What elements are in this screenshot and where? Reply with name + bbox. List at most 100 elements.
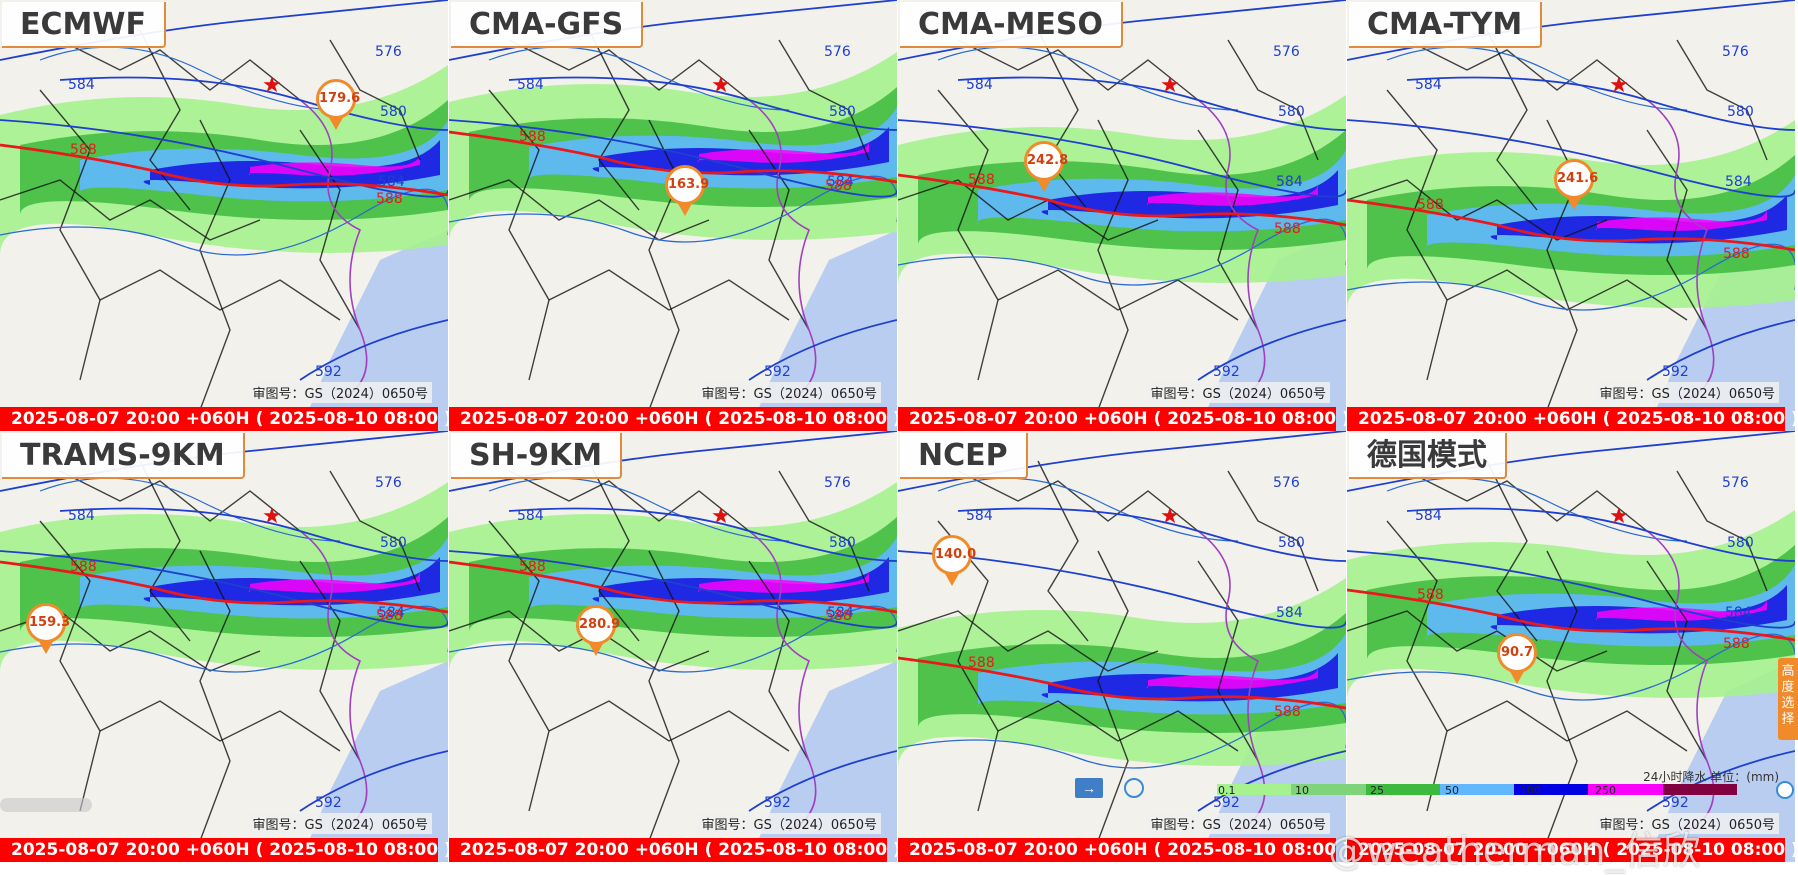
max-precip-value: 163.9 [665,165,709,205]
capital-star-icon: ★ [1609,72,1629,97]
contour-label: 588 [70,559,97,575]
legend-tick-label: 25 [1370,784,1384,797]
forecast-time-bar: 2025-08-07 20:00 +060H ( 2025-08-10 08:0… [898,407,1346,431]
model-title: CMA-MESO [900,2,1123,48]
contour-label: 588 [376,608,403,624]
contour-label: 592 [1213,795,1240,811]
model-panel[interactable]: 584 576 580 588 584 588 592 ★ ECMWF 审图号：GS（2024）0… [0,0,448,431]
contour-label: 584 [378,605,405,621]
max-precip-marker[interactable]: 242.8 [1024,141,1068,195]
model-panel[interactable]: 584 576 580 588 584 588 592 ★ CMA-MESO 审图号：GS（202… [898,0,1346,431]
capital-star-icon: ★ [711,72,731,97]
contour-label: 584 [827,174,854,190]
model-title: SH-9KM [451,433,623,479]
model-panel[interactable]: 584 576 580 588 584 588 592 ★ CMA-TYM 审图号：GS（2024… [1347,0,1795,431]
contour-label: 584 [517,508,544,524]
max-precip-marker[interactable]: 140.0 [932,535,976,589]
legend-swatch [1217,784,1292,795]
contour-label: 588 [968,172,995,188]
contour-label: 576 [375,44,402,60]
max-precip-value: 90.7 [1497,633,1537,673]
max-precip-value: 242.8 [1024,141,1068,181]
level-select-button[interactable]: 高度选择 [1778,658,1798,740]
forecast-time-bar: 2025-08-07 20:00 +060H ( 2025-08-10 08:0… [449,838,897,862]
forecast-time-bar: 2025-08-07 20:00 +060H ( 2025-08-10 08:0… [1347,838,1795,862]
legend-toggle[interactable] [1776,781,1794,799]
contour-label: 588 [1417,587,1444,603]
contour-label: 576 [1273,475,1300,491]
contour-label: 576 [375,475,402,491]
precipitation-map [1347,0,1795,431]
capital-star-icon: ★ [1160,503,1180,528]
contour-label: 576 [1273,44,1300,60]
capital-star-icon: ★ [262,503,282,528]
contour-label: 584 [1415,77,1442,93]
contour-label: 588 [825,178,852,194]
contour-label: 576 [1722,475,1749,491]
legend-tick-label: 100 [1520,784,1541,797]
contour-label: 588 [519,129,546,145]
contour-label: 592 [315,795,342,811]
arrow-right-icon[interactable]: → [1075,778,1103,798]
search-icon[interactable] [1124,778,1144,798]
contour-label: 592 [764,364,791,380]
contour-label: 580 [380,535,407,551]
map-approval-number: 审图号：GS（2024）0650号 [1146,813,1330,834]
model-panel[interactable]: 584 576 580 588 584 588 592 ★ CMA-GFS 审图号：GS（2024… [449,0,897,431]
contour-label: 580 [1727,535,1754,551]
contour-label: 584 [966,508,993,524]
contour-label: 576 [824,44,851,60]
max-precip-value: 140.0 [932,535,976,575]
contour-label: 580 [1727,104,1754,120]
model-title: 德国模式 [1349,433,1507,479]
max-precip-value: 159.3 [26,603,70,643]
max-precip-marker[interactable]: 159.3 [26,603,70,657]
max-precip-marker[interactable]: 179.6 [316,79,360,133]
contour-label: 584 [378,174,405,190]
contour-label: 592 [1662,364,1689,380]
precipitation-map [0,431,448,862]
horizontal-scrollbar[interactable] [0,798,92,812]
map-approval-number: 审图号：GS（2024）0650号 [248,382,432,403]
contour-label: 584 [1725,605,1752,621]
precipitation-map [898,431,1346,862]
contour-label: 580 [380,104,407,120]
contour-label: 592 [764,795,791,811]
max-precip-marker[interactable]: 163.9 [665,165,709,219]
legend-caption: 24小时降水 单位：(mm) [1643,770,1779,784]
map-approval-number: 审图号：GS（2024）0650号 [1146,382,1330,403]
max-precip-value: 179.6 [316,79,360,119]
precipitation-legend: 24小时降水 单位：(mm) 0.1 10 25 50 100 250 [1075,768,1789,824]
contour-label: 576 [1722,44,1749,60]
legend-swatch [1365,784,1440,795]
forecast-time-bar: 2025-08-07 20:00 +060H ( 2025-08-10 08:0… [0,407,448,431]
legend-swatch [1588,784,1663,795]
forecast-time-bar: 2025-08-07 20:00 +060H ( 2025-08-10 08:0… [0,838,448,862]
forecast-time-bar: 2025-08-07 20:00 +060H ( 2025-08-10 08:0… [898,838,1346,862]
model-title: TRAMS-9KM [2,433,245,479]
model-panel[interactable]: 584 576 580 588 584 588 592 ★ SH-9KM 审图号：GS（2024）… [449,431,897,862]
contour-label: 588 [376,191,403,207]
legend-tick-label: 50 [1445,784,1459,797]
contour-label: 584 [1276,174,1303,190]
contour-label: 584 [827,605,854,621]
precipitation-map [449,0,897,431]
precipitation-map [898,0,1346,431]
forecast-time-bar: 2025-08-07 20:00 +060H ( 2025-08-10 08:0… [449,407,897,431]
max-precip-marker[interactable]: 280.9 [576,605,620,659]
contour-label: 580 [1278,535,1305,551]
contour-label: 584 [68,508,95,524]
precipitation-map [449,431,897,862]
map-approval-number: 审图号：GS（2024）0650号 [697,813,881,834]
map-approval-number: 审图号：GS（2024）0650号 [1595,382,1779,403]
model-title: CMA-TYM [1349,2,1543,48]
model-panel[interactable]: 584 576 580 588 584 588 592 ★ TRAMS-9KM 审图号：GS（20… [0,431,448,862]
model-title: CMA-GFS [451,2,644,48]
max-precip-value: 280.9 [576,605,620,645]
contour-label: 592 [1213,364,1240,380]
contour-label: 584 [1276,605,1303,621]
max-precip-marker[interactable]: 90.7 [1497,633,1537,687]
max-precip-marker[interactable]: 241.6 [1554,159,1598,213]
capital-star-icon: ★ [262,72,282,97]
contour-label: 584 [68,77,95,93]
